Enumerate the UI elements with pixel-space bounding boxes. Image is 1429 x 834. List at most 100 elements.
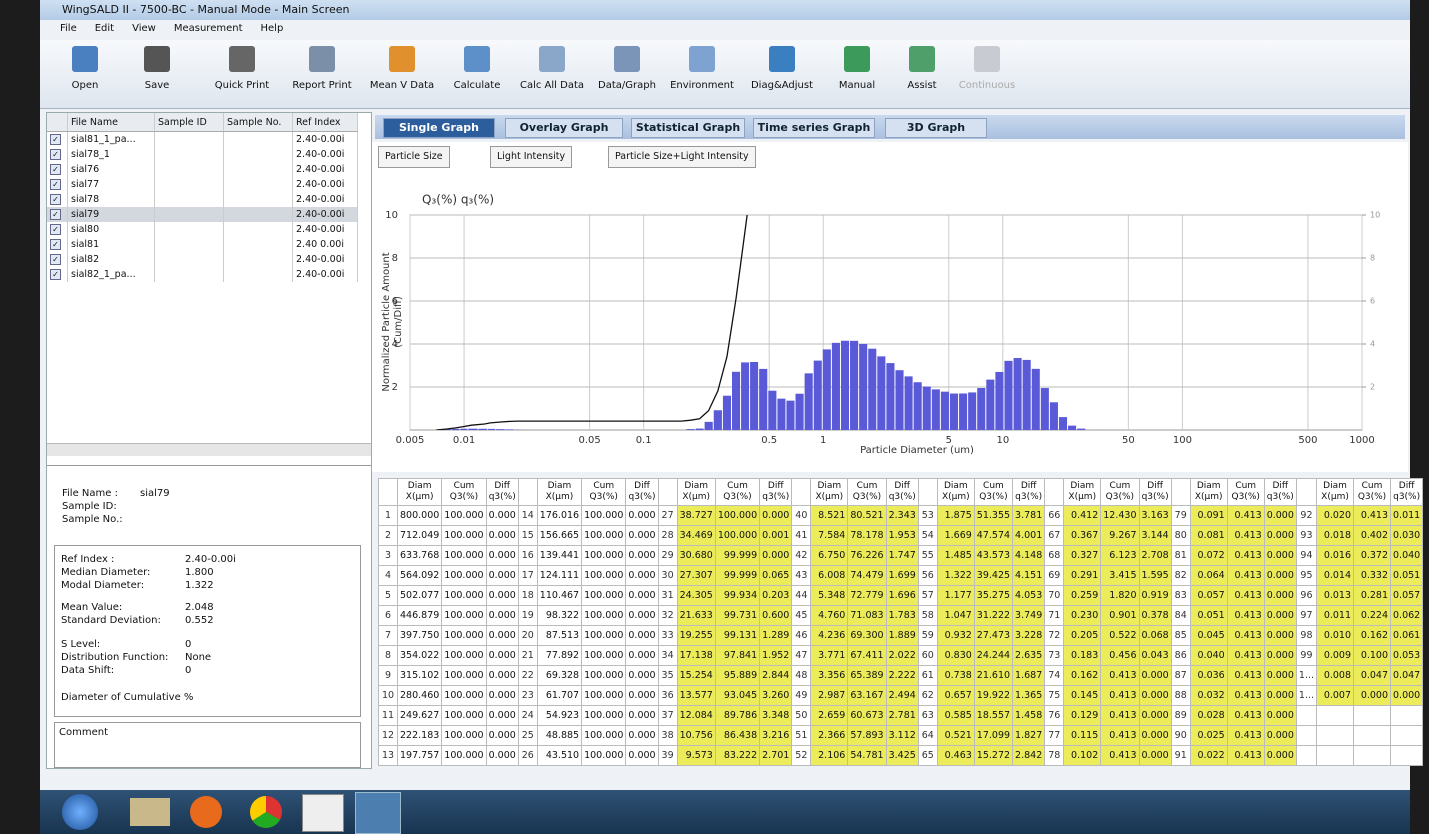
row-number: 40 [792, 506, 811, 526]
header-line: Diff [1141, 481, 1170, 492]
data-cell: 0.162 [1064, 666, 1101, 686]
chrome-icon[interactable] [250, 796, 282, 828]
row-number: 47 [792, 646, 811, 666]
data-cell: 0.600 [760, 606, 792, 626]
column-header[interactable]: Sample No. [224, 113, 293, 132]
row-number: 82 [1171, 566, 1190, 586]
sub-tab[interactable]: Particle Size+Light Intensity [608, 146, 756, 168]
data-cell: 35.275 [974, 586, 1012, 606]
checkbox[interactable]: ✓ [50, 179, 61, 190]
toolbar-button[interactable]: Assist [885, 46, 959, 91]
checkbox[interactable]: ✓ [50, 209, 61, 220]
toolbar-button[interactable]: Open [48, 46, 122, 91]
toolbar-button[interactable]: Report Print [285, 46, 359, 91]
row-number: 94 [1296, 546, 1316, 566]
checkbox[interactable]: ✓ [50, 239, 61, 250]
toolbar-button[interactable]: Save [120, 46, 194, 91]
data-cell: 156.665 [537, 526, 581, 546]
data-cell: 0.013 [1317, 586, 1354, 606]
sub-tab[interactable]: Particle Size [378, 146, 450, 168]
wingsald-icon[interactable] [355, 792, 401, 834]
data-cell: 0.000 [626, 626, 658, 646]
toolbar-button[interactable]: Mean V Data [365, 46, 439, 91]
toolbar-button[interactable]: Calculate [440, 46, 514, 91]
data-cell: 280.460 [398, 686, 442, 706]
bar [750, 362, 758, 430]
tab[interactable]: Overlay Graph [505, 118, 623, 138]
checkbox[interactable]: ✓ [50, 194, 61, 205]
app-icon[interactable] [302, 794, 344, 832]
checkbox[interactable]: ✓ [50, 224, 61, 235]
data-cell: 0.413 [1227, 606, 1264, 626]
file-row[interactable]: ✓sial81_1_pa...2.40-0.00i [47, 132, 358, 148]
column-header: CumQ3(%) [715, 479, 759, 506]
file-row[interactable]: ✓sial82_1_pa...2.40-0.00i [47, 267, 358, 282]
bar [1032, 369, 1040, 430]
data-cell: 0.000 [1264, 706, 1296, 726]
toolbar-button[interactable]: Environment [665, 46, 739, 91]
scrollbar[interactable] [47, 443, 371, 456]
checkbox[interactable]: ✓ [50, 149, 61, 160]
toolbar-button[interactable]: Quick Print [205, 46, 279, 91]
data-cell: 0.000 [1139, 746, 1171, 766]
row-number: 65 [918, 746, 937, 766]
data-cell: 21.610 [974, 666, 1012, 686]
menu-item[interactable]: Measurement [174, 23, 243, 34]
row-number: 73 [1045, 646, 1064, 666]
data-cell: 0.040 [1391, 546, 1423, 566]
header-line: Q3(%) [443, 492, 484, 503]
data-cell: 100.000 [582, 626, 626, 646]
data-cell: 100.000 [582, 746, 626, 766]
checkbox[interactable]: ✓ [50, 134, 61, 145]
data-cell: 0.413 [1227, 726, 1264, 746]
toolbar-icon [539, 46, 565, 72]
column-header[interactable]: Ref Index [293, 113, 358, 132]
toolbar-button[interactable]: Data/Graph [590, 46, 664, 91]
data-cell [1354, 746, 1391, 766]
data-cell: 100.000 [582, 526, 626, 546]
checkbox[interactable]: ✓ [50, 254, 61, 265]
explorer-icon[interactable] [130, 798, 170, 826]
column-header[interactable]: File Name [68, 113, 155, 132]
toolbar-button[interactable]: Calc All Data [515, 46, 589, 91]
data-cell: 139.441 [537, 546, 581, 566]
bar [814, 361, 822, 430]
column-header[interactable]: Sample ID [155, 113, 224, 132]
firefox-icon[interactable] [190, 796, 222, 828]
bar [941, 392, 949, 430]
toolbar-button[interactable]: Diag&Adjust [745, 46, 819, 91]
data-cell: 2.022 [886, 646, 918, 666]
row-number: 37 [658, 706, 677, 726]
menu-item[interactable]: View [132, 23, 156, 34]
toolbar-button[interactable]: Continuous [950, 46, 1024, 91]
toolbar-button[interactable]: Manual [820, 46, 894, 91]
checkbox[interactable]: ✓ [50, 269, 61, 280]
start-button[interactable] [62, 794, 98, 830]
tab[interactable]: Single Graph [383, 118, 495, 138]
menu-item[interactable]: Help [261, 23, 284, 34]
tab[interactable]: Statistical Graph [631, 118, 745, 138]
toolbar-icon [689, 46, 715, 72]
row-number-header [918, 479, 937, 506]
tab[interactable]: 3D Graph [885, 118, 987, 138]
data-cell: 61.707 [537, 686, 581, 706]
data-cell: 3.228 [1013, 626, 1045, 646]
data-cell: 0.040 [1190, 646, 1227, 666]
tab[interactable]: Time series Graph [753, 118, 875, 138]
menu-item[interactable]: File [60, 23, 77, 34]
data-cell: 1.699 [886, 566, 918, 586]
sub-tab[interactable]: Light Intensity [490, 146, 572, 168]
data-cell: 48.885 [537, 726, 581, 746]
data-cell: 0.000 [1264, 606, 1296, 626]
menu-item[interactable]: Edit [95, 23, 114, 34]
ref-index: 2.40-0.00i [293, 207, 358, 222]
checkbox[interactable]: ✓ [50, 164, 61, 175]
